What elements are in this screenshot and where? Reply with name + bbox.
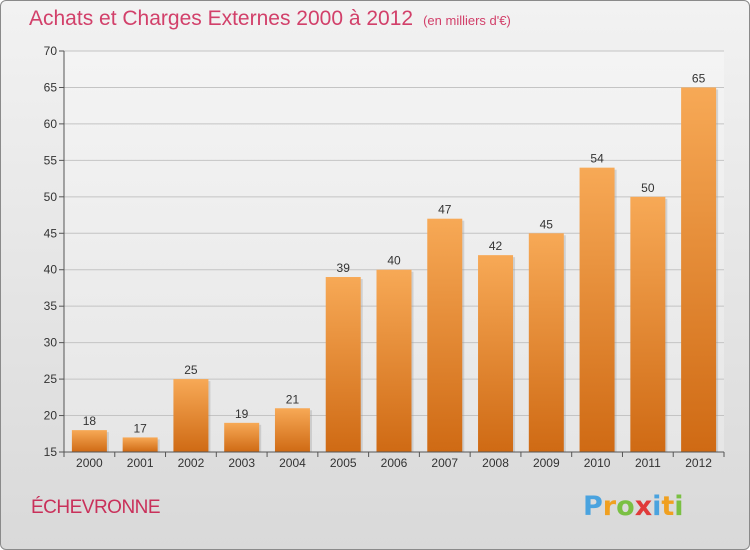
data-label-2007: 47 <box>438 203 452 217</box>
bars: 18 17 25 19 21 39 40 47 42 45 54 50 65 <box>71 71 719 453</box>
bar-2000 <box>71 430 107 452</box>
data-label-2005: 39 <box>337 261 351 275</box>
bar-2004 <box>274 408 310 452</box>
x-tick-label-2005: 2005 <box>330 456 357 470</box>
bar-2011 <box>630 196 666 452</box>
x-axis: 2000 2001 2002 2003 2004 2005 2006 2007 2008 2009… <box>63 452 725 470</box>
y-tick-label: 20 <box>44 409 58 423</box>
y-axis: 15 20 25 30 35 40 45 50 55 60 65 70 <box>44 44 64 459</box>
y-tick-label: 70 <box>44 44 58 58</box>
y-tick-label: 40 <box>44 263 58 277</box>
logo-letter: o <box>616 491 635 522</box>
y-tick-label: 55 <box>44 153 58 167</box>
data-label-2004: 21 <box>286 392 300 406</box>
y-tick-label: 65 <box>44 80 58 94</box>
x-tick-label-2010: 2010 <box>584 456 611 470</box>
logo-letter: i <box>674 491 684 522</box>
chart-subtitle: (en milliers d'€) <box>423 13 511 28</box>
bar-2002 <box>173 379 209 452</box>
y-tick-label: 60 <box>44 117 58 131</box>
x-tick-label-2001: 2001 <box>127 456 154 470</box>
data-label-2011: 50 <box>641 181 655 195</box>
x-tick-label-2000: 2000 <box>76 456 103 470</box>
x-tick-label-2004: 2004 <box>279 456 306 470</box>
bar-2006 <box>376 269 412 452</box>
x-tick-label-2002: 2002 <box>178 456 205 470</box>
proxiti-logo: Proxiti <box>583 491 684 522</box>
chart-title: Achats et Charges Externes 2000 à 2012 <box>29 7 414 30</box>
y-tick-label: 15 <box>44 445 58 459</box>
data-label-2008: 42 <box>489 239 503 253</box>
bar-2012 <box>681 87 717 453</box>
data-label-2003: 19 <box>235 407 249 421</box>
bar-2009 <box>528 233 564 452</box>
x-tick-label-2012: 2012 <box>685 456 712 470</box>
logo-letter: i <box>652 491 662 522</box>
x-tick-label-2009: 2009 <box>533 456 560 470</box>
logo-letter: x <box>634 491 653 522</box>
data-label-2001: 17 <box>133 421 147 435</box>
bar-2010 <box>579 167 615 452</box>
bar-2008 <box>478 255 514 452</box>
logo-letter: t <box>661 491 675 522</box>
data-label-2002: 25 <box>184 363 198 377</box>
x-tick-label-2006: 2006 <box>381 456 408 470</box>
bar-2005 <box>325 277 361 452</box>
data-label-2000: 18 <box>83 414 97 428</box>
y-tick-label: 25 <box>44 372 58 386</box>
chart-title-block: Achats et Charges Externes 2000 à 2012 (e… <box>29 7 511 31</box>
commune-name: ÉCHEVRONNE <box>31 497 161 518</box>
bar-2003 <box>224 422 260 452</box>
logo-letter: P <box>583 491 603 522</box>
y-tick-label: 45 <box>44 226 58 240</box>
y-tick-label: 35 <box>44 299 58 313</box>
data-label-2010: 54 <box>590 152 604 166</box>
data-label-2006: 40 <box>387 254 401 268</box>
x-tick-label-2003: 2003 <box>228 456 255 470</box>
x-tick-label-2011: 2011 <box>635 456 661 470</box>
bar-2007 <box>427 218 463 452</box>
y-tick-label: 50 <box>44 190 58 204</box>
logo-letter: r <box>602 491 617 522</box>
x-tick-label-2007: 2007 <box>431 456 458 470</box>
y-tick-label: 30 <box>44 336 58 350</box>
bar-2001 <box>122 437 158 452</box>
data-label-2009: 45 <box>540 217 554 231</box>
x-tick-label-2008: 2008 <box>482 456 509 470</box>
data-label-2012: 65 <box>692 71 706 85</box>
